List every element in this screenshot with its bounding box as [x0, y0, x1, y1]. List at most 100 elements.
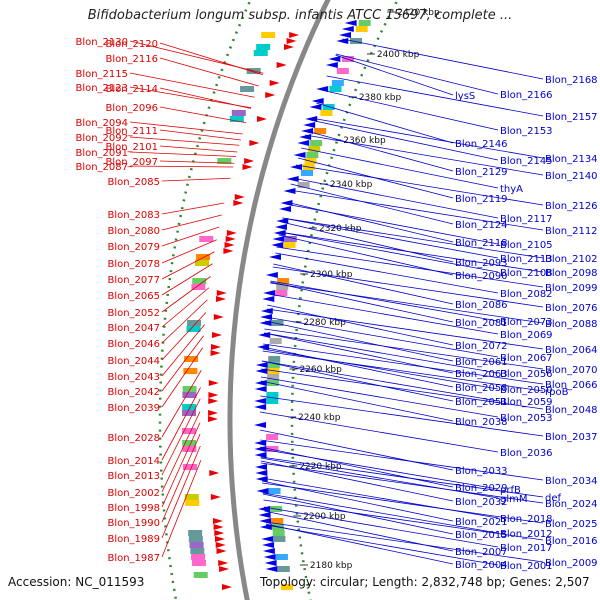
inner-gene-block: [266, 446, 279, 452]
forward-gene-arrow: [214, 536, 225, 542]
outer-gene-block: [187, 320, 202, 326]
forward-label-leader: [161, 335, 204, 392]
forward-gene-arrow: [208, 392, 219, 398]
outer-gene-block: [182, 440, 197, 446]
inner-gene-block: [329, 86, 342, 92]
reverse-label-leader: [263, 499, 544, 541]
forward-gene-arrow: [219, 566, 230, 572]
forward-label-leader: [161, 276, 211, 313]
outer-gene-block: [182, 464, 197, 470]
accession-label: Accession: NC_011593: [8, 575, 145, 589]
reverse-gene-label: Blon_2066: [545, 380, 598, 391]
tick-label: 2340 kbp: [330, 180, 373, 190]
reverse-gene-arrow: [268, 254, 281, 260]
reverse-gene-label: Blon_2090: [455, 271, 508, 282]
forward-gene-arrow: [269, 80, 280, 86]
tick-label: 2300 kbp: [310, 270, 353, 280]
outer-gene-block: [182, 392, 197, 398]
reverse-gene-label: Blon_2064: [545, 345, 598, 356]
tick-label: 2260 kbp: [299, 365, 342, 375]
tick-label: 2420 kbp: [397, 8, 440, 18]
map-title: Bifidobacterium longum subsp. infantis A…: [87, 8, 513, 23]
forward-label-leader: [161, 177, 231, 182]
reverse-gene-arrow: [255, 476, 268, 482]
forward-gene-label: Blon_2114: [105, 84, 158, 95]
forward-label-leader: [161, 411, 201, 493]
reverse-label-leader: [262, 482, 544, 524]
forward-gene-arrow: [233, 200, 244, 206]
inner-gene-block: [275, 554, 288, 560]
forward-gene-label: Blon_2047: [107, 323, 160, 334]
reverse-label-leader: [266, 308, 544, 350]
outer-gene-block: [253, 50, 268, 56]
forward-gene-label: Blon_2002: [107, 488, 160, 499]
forward-gene-arrow: [224, 242, 235, 248]
inner-gene-block: [268, 488, 281, 494]
inner-gene-block: [266, 380, 279, 386]
outer-gene-block: [183, 368, 198, 374]
forward-gene-arrow: [216, 548, 227, 554]
outer-gene-block: [188, 536, 203, 542]
forward-gene-label: Blon_2097: [105, 157, 158, 168]
reverse-gene-arrow: [254, 446, 267, 452]
reverse-gene-label: Blon_2007: [455, 547, 508, 558]
inner-gene-block: [268, 356, 281, 362]
forward-label-leader: [161, 324, 205, 377]
outer-gene-block: [191, 554, 206, 560]
reverse-gene-arrow: [254, 398, 267, 404]
reverse-label-leader: [261, 368, 544, 410]
reverse-label-leader: [278, 234, 454, 276]
forward-gene-arrow: [284, 44, 295, 50]
forward-label-leader: [159, 160, 235, 164]
forward-gene-arrow: [212, 332, 223, 338]
forward-gene-label: Blon_2039: [107, 403, 160, 414]
reverse-label-leader: [305, 134, 544, 176]
reverse-gene-label: Blon_2001: [500, 561, 553, 572]
forward-gene-arrow: [208, 380, 219, 386]
reverse-label-leader: [279, 231, 499, 273]
reverse-gene-label: Blon_2168: [545, 75, 598, 86]
forward-gene-arrow: [234, 194, 245, 200]
forward-label-leader: [161, 387, 201, 461]
inner-gene-block: [271, 518, 284, 524]
outer-gene-block: [190, 548, 205, 554]
reverse-label-leader: [301, 147, 499, 189]
reverse-label-leader: [265, 524, 499, 566]
reverse-gene-arrow: [255, 470, 268, 476]
forward-label-leader: [161, 299, 208, 344]
outer-gene-block: [217, 158, 232, 164]
forward-label-leader: [161, 239, 217, 264]
forward-gene-arrow: [289, 32, 300, 38]
forward-gene-arrow: [244, 158, 255, 164]
outer-gene-block: [191, 284, 206, 290]
forward-gene-label: Blon_2014: [107, 456, 160, 467]
outer-gene-block: [192, 278, 207, 284]
reverse-gene-arrow: [272, 236, 285, 242]
reverse-gene-label: Blon_2015: [455, 530, 508, 541]
reverse-gene-label: Blon_2153: [500, 126, 553, 137]
reverse-gene-label: Blon_2072: [455, 341, 508, 352]
reverse-gene-arrow: [262, 296, 275, 302]
tick-label: 2380 kbp: [359, 93, 402, 103]
reverse-label-leader: [342, 38, 544, 80]
reverse-gene-arrow: [299, 134, 312, 140]
forward-gene-arrow: [226, 230, 237, 236]
reverse-gene-label: Blon_2157: [545, 112, 598, 123]
inner-gene-block: [308, 146, 321, 152]
reverse-gene-label: Blon_2036: [500, 448, 553, 459]
inner-gene-block: [277, 566, 290, 572]
outer-gene-block: [229, 116, 244, 122]
reverse-gene-label: Blon_2012: [500, 529, 553, 540]
reverse-label-leader: [262, 350, 544, 392]
inner-gene-block: [271, 320, 284, 326]
outer-gene-block: [182, 446, 197, 452]
forward-label-leader: [161, 460, 202, 558]
reverse-label-leader: [260, 462, 544, 504]
reverse-gene-label: Blon_2061: [455, 357, 508, 368]
reverse-label-leader: [261, 360, 454, 402]
reverse-gene-arrow: [254, 404, 267, 410]
inner-gene-block: [267, 362, 280, 368]
forward-gene-label: Blon_2092: [75, 133, 128, 144]
forward-label-leader: [129, 121, 243, 135]
